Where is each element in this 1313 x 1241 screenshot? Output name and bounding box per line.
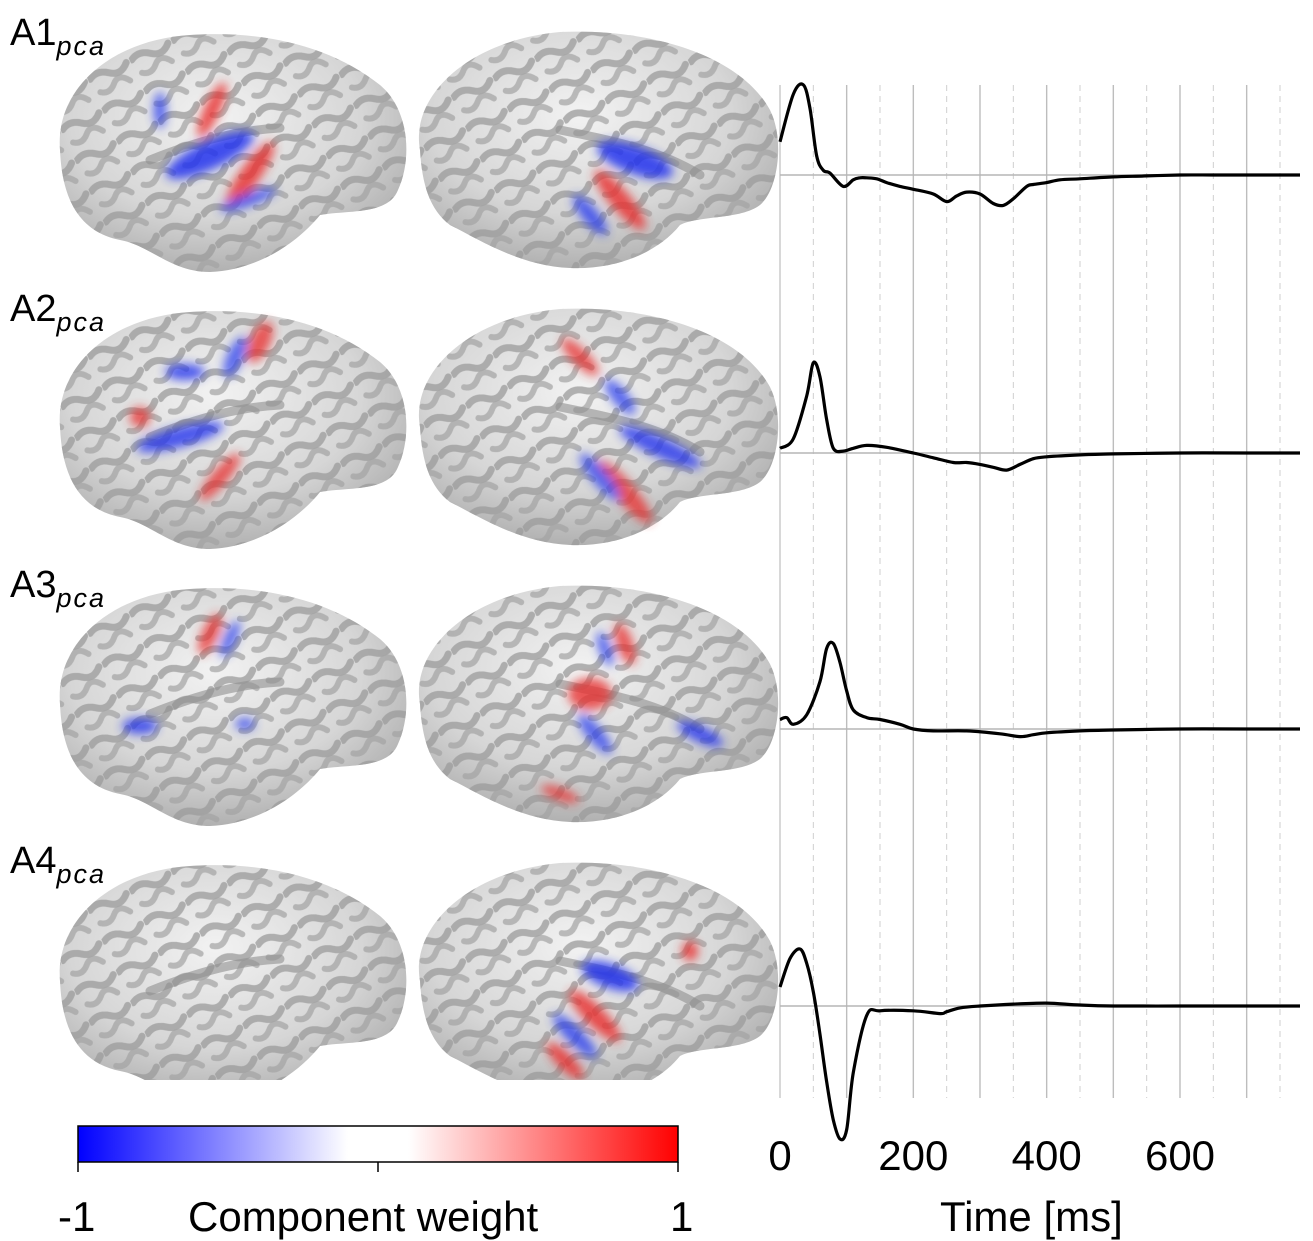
chart-curves — [778, 82, 1300, 1142]
time-course-line-3 — [779, 640, 1300, 739]
colorbar-min-label: -1 — [58, 1193, 96, 1240]
x-axis-title: Time [ms] — [940, 1193, 1123, 1240]
chart-grid — [779, 85, 1281, 1098]
time-course-line-4 — [778, 947, 1300, 1142]
x-tick-label: 600 — [1144, 1132, 1216, 1179]
brain-row-a3 — [60, 586, 778, 826]
time-course-line-1 — [778, 82, 1300, 208]
colorbar — [77, 1125, 679, 1172]
panel-label-a4: A4pca — [10, 840, 107, 889]
brain-surfaces — [0, 0, 780, 1080]
panel-label-a1: A1pca — [10, 12, 107, 61]
panel-label-a3: A3pca — [10, 564, 107, 613]
colorbar-max-label: 1 — [670, 1193, 694, 1240]
x-tick-label: 200 — [878, 1132, 949, 1179]
brain-row-a1 — [60, 32, 778, 272]
time-course-line-2 — [779, 360, 1300, 472]
panel-label-a2: A2pca — [10, 288, 107, 337]
brain-row-a4 — [60, 863, 778, 1080]
colorbar-gradient — [77, 1125, 679, 1163]
colorbar-title: Component weight — [188, 1193, 539, 1240]
x-tick-label: 400 — [1011, 1132, 1082, 1179]
x-tick-label: 0 — [768, 1132, 792, 1179]
chart-baselines — [780, 174, 1300, 1007]
brain-row-a2 — [60, 309, 778, 549]
